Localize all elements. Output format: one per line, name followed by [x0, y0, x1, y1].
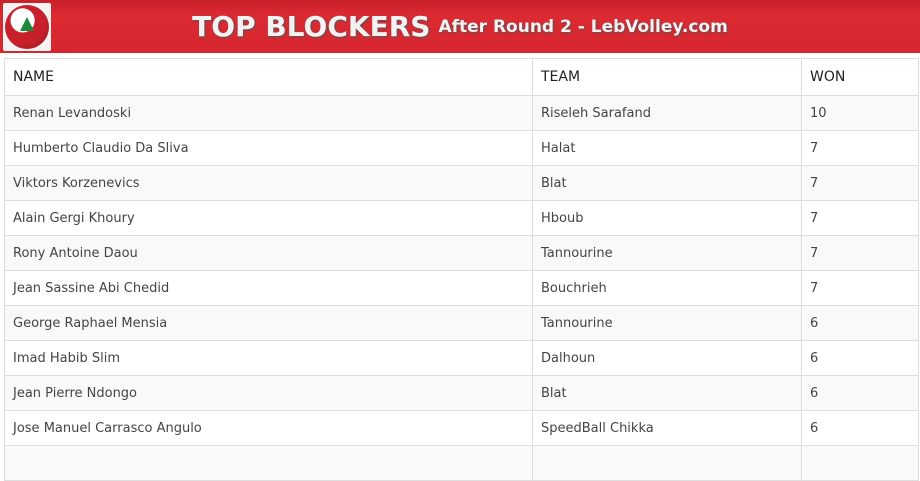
- cell-team: SpeedBall Chikka: [532, 410, 802, 446]
- table-row: Humberto Claudio Da Sliva Halat 7: [4, 130, 919, 166]
- table-row: Jose Manuel Carrasco Angulo SpeedBall Chi…: [4, 410, 919, 446]
- table-row: Viktors Korzenevics Blat 7: [4, 165, 919, 201]
- volleyball-icon: [5, 5, 49, 49]
- column-header-team: TEAM: [532, 58, 802, 96]
- cell-name: Humberto Claudio Da Sliva: [4, 130, 533, 166]
- cell-won: 6: [801, 305, 919, 341]
- cell-team: Hboub: [532, 200, 802, 236]
- table-row: Jean Pierre Ndongo Blat 6: [4, 375, 919, 411]
- page-subtitle: After Round 2 - LebVolley.com: [438, 16, 728, 37]
- table-row: George Raphael Mensia Tannourine 6: [4, 305, 919, 341]
- table-row: Imad Habib Slim Dalhoun 6: [4, 340, 919, 376]
- cell-won: 7: [801, 235, 919, 271]
- cell-team: Blat: [532, 165, 802, 201]
- cell-team: [532, 445, 802, 481]
- table-row: [4, 445, 919, 481]
- cell-won: 7: [801, 130, 919, 166]
- blockers-table: NAME TEAM WON Renan Levandoski Riseleh Sa…: [4, 58, 919, 481]
- cell-won: 6: [801, 340, 919, 376]
- cell-name: George Raphael Mensia: [4, 305, 533, 341]
- header-banner: TOP BLOCKERS After Round 2 - LebVolley.c…: [0, 0, 920, 53]
- cell-won: 7: [801, 270, 919, 306]
- lebvolley-logo[interactable]: [3, 3, 51, 51]
- cell-name: Renan Levandoski: [4, 95, 533, 131]
- table-row: Rony Antoine Daou Tannourine 7: [4, 235, 919, 271]
- cell-won: 7: [801, 165, 919, 201]
- page-title: TOP BLOCKERS: [192, 10, 431, 43]
- table-row: Alain Gergi Khoury Hboub 7: [4, 200, 919, 236]
- cell-won: 10: [801, 95, 919, 131]
- cell-name: Jean Pierre Ndongo: [4, 375, 533, 411]
- cell-team: Halat: [532, 130, 802, 166]
- cell-name: [4, 445, 533, 481]
- cell-team: Tannourine: [532, 305, 802, 341]
- cell-won: [801, 445, 919, 481]
- cell-name: Jose Manuel Carrasco Angulo: [4, 410, 533, 446]
- cedar-icon: [20, 17, 34, 31]
- table-row: Renan Levandoski Riseleh Sarafand 10: [4, 95, 919, 131]
- table-header-row: NAME TEAM WON: [4, 58, 919, 96]
- cell-won: 6: [801, 375, 919, 411]
- cell-name: Rony Antoine Daou: [4, 235, 533, 271]
- table-row: Jean Sassine Abi Chedid Bouchrieh 7: [4, 270, 919, 306]
- cell-name: Imad Habib Slim: [4, 340, 533, 376]
- cell-name: Viktors Korzenevics: [4, 165, 533, 201]
- cell-team: Riseleh Sarafand: [532, 95, 802, 131]
- cell-team: Blat: [532, 375, 802, 411]
- cell-team: Tannourine: [532, 235, 802, 271]
- cell-won: 6: [801, 410, 919, 446]
- cell-team: Bouchrieh: [532, 270, 802, 306]
- column-header-won: WON: [801, 58, 919, 96]
- column-header-name: NAME: [4, 58, 533, 96]
- cell-team: Dalhoun: [532, 340, 802, 376]
- cell-name: Jean Sassine Abi Chedid: [4, 270, 533, 306]
- cell-won: 7: [801, 200, 919, 236]
- cell-name: Alain Gergi Khoury: [4, 200, 533, 236]
